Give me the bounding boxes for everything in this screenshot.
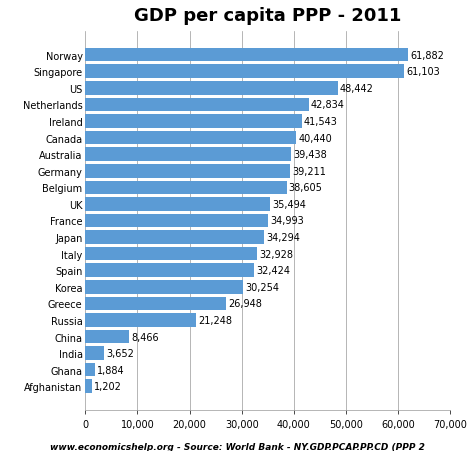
Text: 3,652: 3,652 — [107, 348, 134, 358]
Text: 32,424: 32,424 — [256, 266, 291, 276]
Bar — [85, 82, 338, 96]
Bar — [85, 330, 129, 344]
Bar — [85, 214, 268, 228]
Bar — [85, 247, 257, 261]
Bar — [85, 65, 404, 79]
Bar — [85, 281, 243, 294]
Bar — [85, 165, 290, 178]
Bar — [85, 181, 287, 195]
Bar — [85, 49, 408, 62]
Text: 34,294: 34,294 — [266, 233, 300, 243]
Title: GDP per capita PPP - 2011: GDP per capita PPP - 2011 — [134, 6, 401, 24]
Text: 21,248: 21,248 — [198, 315, 232, 325]
Text: 32,928: 32,928 — [259, 249, 293, 259]
Text: 30,254: 30,254 — [245, 282, 279, 292]
Text: 40,440: 40,440 — [298, 133, 332, 143]
Bar — [85, 132, 296, 145]
Text: 34,993: 34,993 — [270, 216, 304, 226]
Text: 39,211: 39,211 — [292, 166, 326, 176]
Bar — [85, 148, 291, 161]
Bar — [85, 98, 309, 112]
Bar — [85, 264, 255, 277]
Text: 61,103: 61,103 — [406, 67, 440, 77]
Bar — [85, 380, 91, 393]
Bar — [85, 297, 226, 310]
Bar — [85, 363, 95, 377]
Text: 1,884: 1,884 — [97, 365, 125, 375]
Text: www.economicshelp.org - Source: World Bank - NY.GDP.PCAP.PP.CD (PPP 2: www.economicshelp.org - Source: World Ba… — [50, 442, 424, 451]
Text: 39,438: 39,438 — [293, 150, 327, 160]
Bar — [85, 198, 270, 211]
Text: 1,202: 1,202 — [94, 382, 121, 391]
Bar — [85, 313, 196, 327]
Text: 41,543: 41,543 — [304, 117, 338, 127]
Text: 38,605: 38,605 — [289, 183, 323, 193]
Text: 42,834: 42,834 — [311, 100, 345, 110]
Text: 35,494: 35,494 — [273, 199, 306, 209]
Bar — [85, 231, 264, 244]
Bar — [85, 115, 302, 129]
Text: 48,442: 48,442 — [340, 84, 374, 94]
Bar — [85, 346, 104, 360]
Text: 26,948: 26,948 — [228, 299, 262, 308]
Text: 8,466: 8,466 — [132, 332, 159, 342]
Text: 61,882: 61,882 — [410, 51, 444, 60]
